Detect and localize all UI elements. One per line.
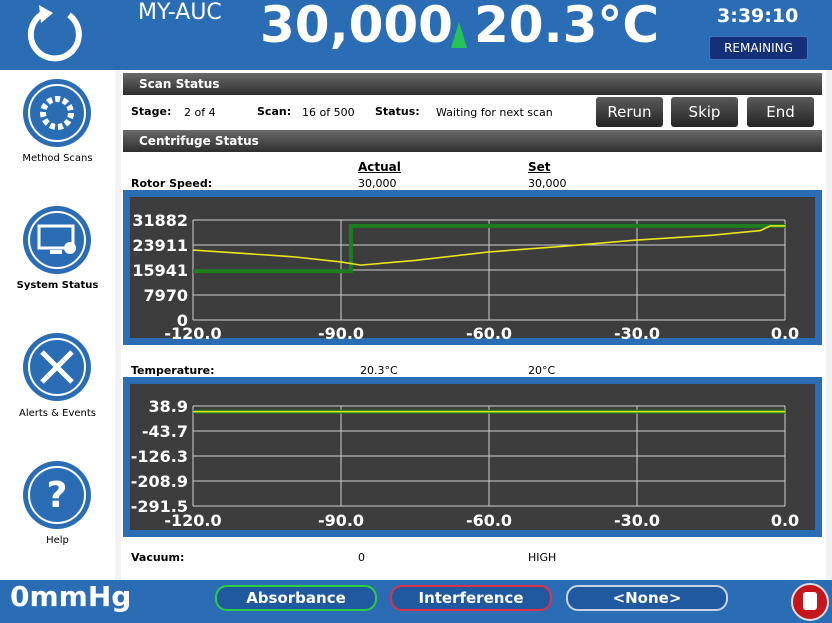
data-line [192, 225, 785, 266]
actual-value: 0 [358, 551, 365, 564]
status: Waiting for next scan [436, 106, 553, 119]
time-label: REMAINING [709, 36, 808, 60]
stop-button[interactable] [790, 582, 830, 622]
svg-text:?: ? [47, 475, 68, 516]
button[interactable]: Rerun [596, 97, 663, 127]
mode-button[interactable]: Absorbance [215, 585, 377, 611]
column-header: Actual [358, 160, 401, 174]
x-tick-label: 0.0 [771, 324, 799, 343]
temperature-chart: -291.5 -208.9 -126.3 -43.7 38.9 -120.0 -90.0 -6… [123, 377, 822, 537]
x-tick-label: -60.0 [466, 324, 512, 343]
set-value: 30,000 [528, 177, 567, 190]
x-tick-label: -90.0 [318, 324, 364, 343]
section-title: Scan Status [123, 73, 822, 95]
header: MY-AUC 30,000 20.3°C 3:39:10 REMAINING [0, 0, 832, 70]
logo [27, 5, 82, 62]
y-tick-label: -126.3 [131, 447, 188, 466]
pressure: 0mmHg [10, 580, 132, 613]
plot-background [130, 197, 815, 338]
y-tick-label: 15941 [132, 261, 188, 280]
rotor-speed-chart: 0 7970 15941 23911 31882 -120.0 -90.0 -60.0 -30.… [123, 190, 822, 345]
y-tick-label: 23911 [132, 236, 188, 255]
x-tick-label: -30.0 [614, 324, 660, 343]
device-name: MY-AUC [138, 0, 222, 25]
section-title: Centrifuge Status [123, 130, 822, 152]
x-tick-label: -120.0 [164, 324, 221, 343]
y-tick-label: 31882 [132, 211, 188, 230]
set-value: 20°C [528, 364, 556, 377]
y-tick-label: 38.9 [149, 397, 188, 416]
stage-label: Stage: [131, 105, 172, 118]
nav-icon[interactable] [23, 206, 91, 274]
y-tick-label: -208.9 [131, 472, 188, 491]
speed: 30,000 [260, 0, 453, 54]
stage: 2 of 4 [184, 106, 216, 119]
x-tick-label: -60.0 [466, 511, 512, 530]
x-tick-label: -90.0 [318, 511, 364, 530]
time: 3:39:10 [717, 5, 799, 27]
mode-button[interactable]: <None> [566, 585, 728, 611]
row-label: Temperature: [131, 364, 215, 377]
x-tick-label: 0.0 [771, 511, 799, 530]
button[interactable]: End [747, 97, 814, 127]
button[interactable]: Skip [671, 97, 738, 127]
y-tick-label: -291.5 [131, 497, 188, 516]
nav-label[interactable]: Help [46, 535, 69, 546]
rising-indicator [451, 22, 467, 48]
x-tick-label: -120.0 [164, 511, 221, 530]
y-tick-label: -43.7 [142, 422, 188, 441]
temperature: 20.3°C [474, 0, 660, 54]
actual-value: 20.3°C [360, 364, 398, 377]
y-tick-label: 0 [177, 311, 188, 330]
nav-icon[interactable] [23, 333, 91, 401]
row-label: Rotor Speed: [131, 177, 213, 190]
nav-label[interactable]: System Status [16, 280, 99, 291]
scan: 16 of 500 [302, 106, 355, 119]
sidebar: ? [23, 79, 91, 529]
nav-label[interactable]: Method Scans [22, 153, 93, 164]
scan-label: Scan: [257, 105, 292, 118]
set-value: HIGH [528, 551, 557, 564]
nav-icon[interactable]: ? [23, 461, 91, 529]
data-line [193, 223, 785, 274]
y-tick-label: 7970 [143, 286, 188, 305]
mode-button[interactable]: Interference [390, 585, 552, 611]
column-header: Set [528, 160, 551, 174]
nav-icon[interactable] [23, 79, 91, 147]
status-label: Status: [375, 105, 420, 118]
nav-label[interactable]: Alerts & Events [18, 408, 97, 419]
x-tick-label: -30.0 [614, 511, 660, 530]
actual-value: 30,000 [358, 177, 397, 190]
row-label: Vacuum: [131, 551, 185, 564]
